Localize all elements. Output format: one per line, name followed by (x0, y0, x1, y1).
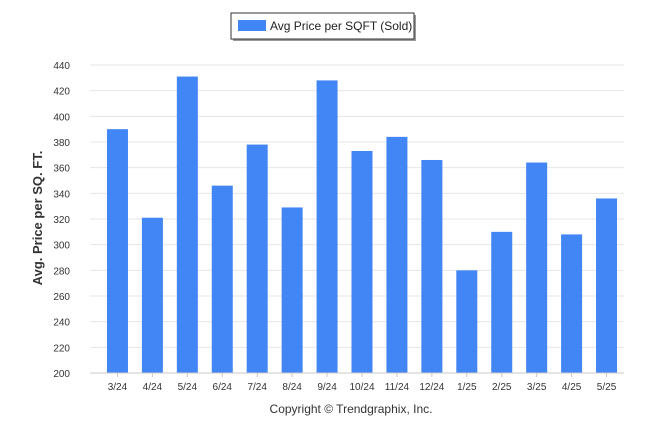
y-tick-label: 380 (53, 138, 70, 149)
x-tick-label: 4/24 (143, 382, 163, 393)
y-tick-label: 240 (53, 318, 70, 329)
y-tick-label: 420 (53, 87, 70, 98)
y-tick-label: 320 (53, 215, 70, 226)
x-tick-label: 8/24 (282, 382, 302, 393)
x-tick-label: 5/24 (178, 382, 198, 393)
bar (316, 80, 338, 374)
bar (526, 162, 548, 373)
bars (106, 76, 618, 374)
bar (351, 150, 373, 373)
y-tick-label: 300 (53, 241, 70, 252)
x-tick-label: 12/24 (419, 382, 444, 393)
y-axis-title: Avg. Price per SQ. FT. (30, 151, 45, 286)
legend-label: Avg Price per SQFT (Sold) (270, 19, 412, 33)
x-tick-label: 9/24 (317, 382, 337, 393)
x-axis-ticks: 3/24 4/24 5/24 6/24 7/24 8/24 9/24 10/24 11/24 12… (108, 373, 617, 393)
y-axis-ticks: 200 220 240 260 280 300 320 340 360 380 400 420 440 (53, 61, 70, 380)
bar (141, 217, 163, 373)
bar (246, 144, 268, 373)
bar (106, 129, 128, 373)
x-tick-label: 3/24 (108, 382, 128, 393)
bar (456, 270, 478, 373)
legend: Avg Price per SQFT (Sold) (230, 12, 416, 41)
y-tick-label: 200 (53, 369, 70, 380)
x-tick-label: 3/25 (527, 382, 547, 393)
x-tick-label: 2/25 (492, 382, 512, 393)
bar (596, 198, 618, 373)
y-tick-label: 260 (53, 292, 70, 303)
bar (386, 136, 408, 373)
bar (211, 185, 233, 373)
x-tick-label: 6/24 (213, 382, 233, 393)
y-tick-label: 280 (53, 266, 70, 277)
x-tick-label: 4/25 (562, 382, 582, 393)
y-tick-label: 400 (53, 112, 70, 123)
bar (491, 231, 513, 373)
x-tick-label: 7/24 (247, 382, 267, 393)
bar (421, 159, 443, 373)
y-tick-label: 340 (53, 189, 70, 200)
bar (281, 207, 303, 373)
x-tick-label: 1/25 (457, 382, 477, 393)
x-tick-label: 10/24 (349, 382, 374, 393)
copyright-footer: Copyright © Trendgraphix, Inc. (270, 402, 433, 416)
y-tick-label: 360 (53, 164, 70, 175)
bar (176, 76, 198, 374)
bar (561, 234, 583, 373)
y-tick-label: 440 (53, 61, 70, 72)
legend-swatch (238, 20, 266, 31)
y-tick-label: 220 (53, 343, 70, 354)
x-tick-label: 5/25 (597, 382, 617, 393)
x-tick-label: 11/24 (385, 382, 410, 393)
